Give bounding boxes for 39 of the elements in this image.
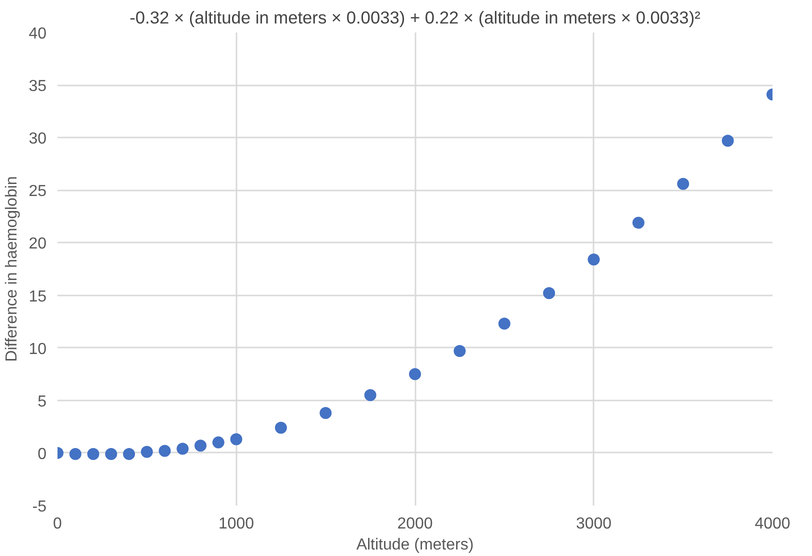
chart-title: -0.32 × (altitude in meters × 0.0033) + 0.22 × (altitude in meters × 0.0033)²: [130, 8, 701, 28]
point: [409, 368, 421, 380]
x-tick-label: 4000: [754, 516, 790, 532]
point: [722, 134, 734, 147]
point: [105, 448, 118, 460]
point: [543, 287, 556, 300]
point: [677, 178, 690, 190]
point: [158, 444, 171, 457]
y-tick-label: 5: [38, 393, 47, 410]
x-tick-label: 3000: [576, 516, 612, 532]
point: [123, 448, 135, 460]
point: [69, 448, 82, 460]
y-tick-label: -5: [32, 498, 47, 516]
point: [588, 254, 600, 266]
y-tick-label: 40: [28, 26, 47, 42]
x-tick-label: 0: [53, 516, 62, 532]
point: [274, 422, 287, 434]
y-tick-label: 0: [38, 446, 47, 463]
point: [364, 389, 376, 402]
point: [230, 433, 242, 446]
point: [194, 440, 206, 452]
y-tick-label: 35: [28, 78, 47, 96]
y-tick-label: 10: [28, 340, 47, 358]
x-axis-title: Altitude (meters): [356, 536, 474, 554]
point: [498, 318, 510, 330]
y-tick-label: 30: [28, 130, 47, 148]
y-tick-label: 25: [28, 183, 47, 200]
x-tick-label: 1000: [218, 516, 254, 532]
point: [140, 446, 153, 458]
point: [454, 345, 466, 357]
y-tick-label: 15: [28, 288, 47, 306]
point: [212, 436, 224, 448]
point: [87, 448, 100, 460]
y-axis-title: Difference in haemoglobin: [4, 176, 21, 362]
x-tick-label: 2000: [397, 516, 433, 532]
y-tick-label: 20: [28, 236, 47, 253]
point: [176, 442, 189, 455]
point: [632, 216, 644, 229]
point: [320, 407, 332, 419]
